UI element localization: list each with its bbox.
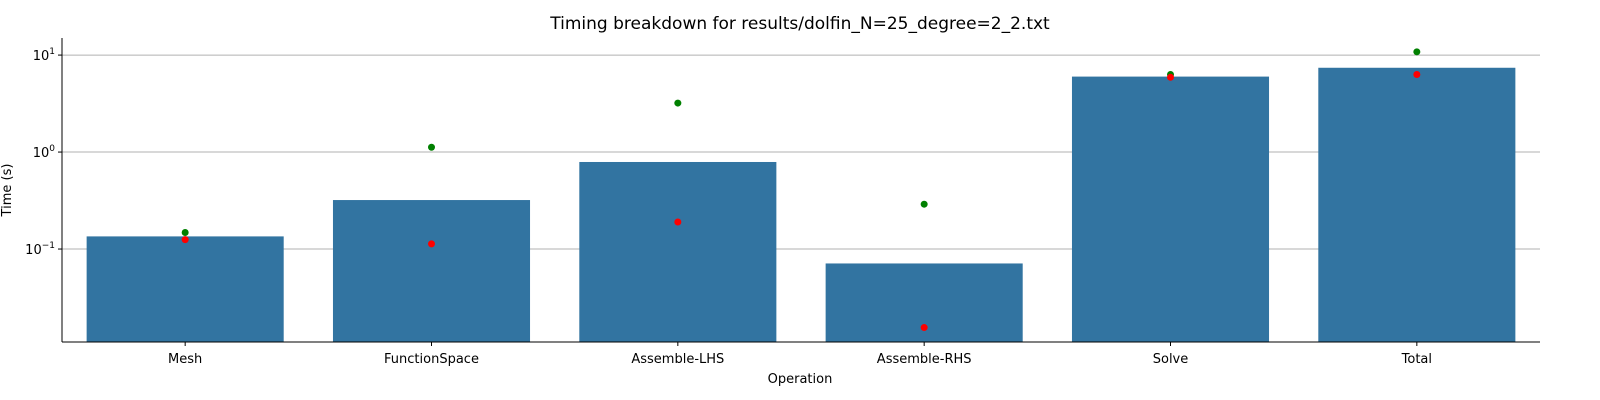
axes bbox=[61, 38, 1540, 343]
min-point-assemble-rhs bbox=[920, 324, 928, 332]
points bbox=[181, 48, 1421, 332]
bar-assemble-lhs bbox=[579, 161, 777, 342]
x-ticks: Mesh FunctionSpace Assemble-LHS Assemble-RH… bbox=[168, 342, 1432, 367]
min-point-functionspace bbox=[428, 240, 435, 248]
min-point-total bbox=[1413, 71, 1421, 79]
y-axis-label: Time (s) bbox=[0, 164, 15, 218]
bar-mesh bbox=[86, 236, 284, 342]
max-point-total bbox=[1413, 48, 1421, 56]
min-point-assemble-lhs bbox=[674, 218, 682, 226]
max-point-mesh bbox=[181, 229, 189, 237]
max-point-functionspace bbox=[428, 143, 435, 151]
x-tick-label: FunctionSpace bbox=[384, 352, 479, 367]
y-tick-label: 101 bbox=[33, 47, 55, 64]
bar-solve bbox=[1071, 76, 1270, 343]
max-point-assemble-rhs bbox=[920, 200, 928, 208]
min-point-mesh bbox=[181, 236, 189, 244]
y-ticks: 10−1 100 101 bbox=[25, 47, 62, 258]
grid-lines bbox=[62, 54, 1540, 250]
y-tick-label: 10−1 bbox=[25, 241, 55, 258]
chart-title: Timing breakdown for results/dolfin_N=25… bbox=[549, 14, 1050, 34]
x-tick-label: Solve bbox=[1153, 352, 1189, 367]
bars bbox=[86, 67, 1516, 343]
x-tick-label: Assemble-RHS bbox=[877, 352, 972, 367]
x-tick-label: Total bbox=[1401, 352, 1432, 367]
x-axis-label: Operation bbox=[768, 372, 833, 387]
max-point-assemble-lhs bbox=[674, 99, 682, 107]
x-tick-label: Assemble-LHS bbox=[631, 352, 724, 367]
bar-total bbox=[1318, 67, 1516, 342]
min-point-solve bbox=[1167, 73, 1174, 81]
y-tick-label: 100 bbox=[33, 144, 56, 161]
bar-functionspace bbox=[332, 200, 531, 342]
x-tick-label: Mesh bbox=[168, 352, 202, 367]
